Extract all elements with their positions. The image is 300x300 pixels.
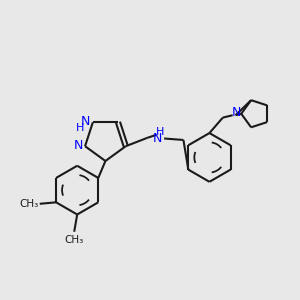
Text: N: N <box>74 139 83 152</box>
Text: CH₃: CH₃ <box>19 199 38 209</box>
Text: N: N <box>232 106 241 119</box>
Text: H: H <box>155 127 164 137</box>
Text: N: N <box>81 115 90 128</box>
Text: CH₃: CH₃ <box>64 235 84 245</box>
Text: N: N <box>153 132 162 145</box>
Text: H: H <box>76 123 85 133</box>
